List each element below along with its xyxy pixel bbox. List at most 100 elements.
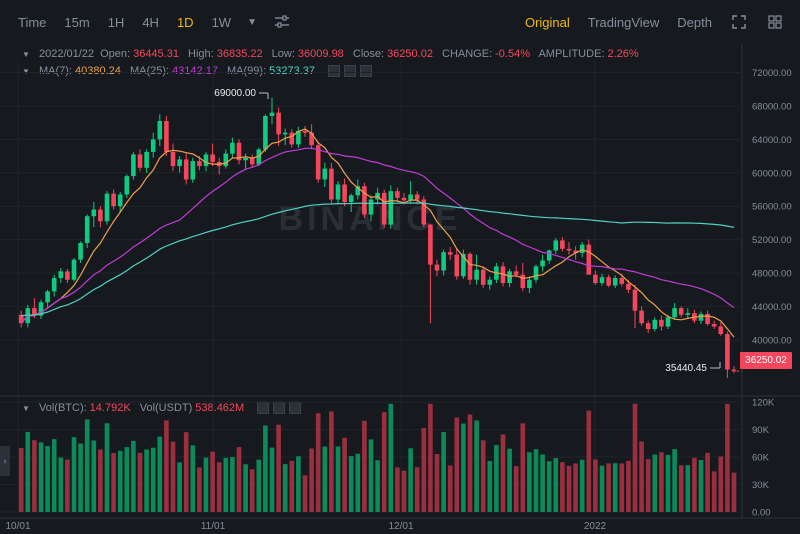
candle-body (421, 199, 427, 225)
candle-body (355, 186, 361, 196)
volume-bar (520, 423, 526, 512)
volume-bar (104, 423, 110, 512)
tab-1d[interactable]: 1D (176, 14, 194, 30)
candle-body (711, 324, 717, 327)
expand-panel-icon[interactable]: › (0, 446, 10, 476)
volume-bar (527, 452, 532, 512)
candle-body (322, 168, 328, 180)
candle-body (269, 112, 275, 116)
volume-bar (540, 454, 545, 512)
grid-layout-icon[interactable] (766, 13, 784, 31)
candle-body (368, 199, 374, 215)
volume-bar (513, 466, 519, 512)
volume-bar (434, 454, 440, 512)
candle-body (342, 184, 347, 203)
candle-body (296, 131, 301, 145)
volume-bar (78, 443, 83, 512)
more-timeframes-dropdown-icon[interactable]: ▼ (247, 16, 257, 28)
low-value: 36009.98 (297, 48, 344, 60)
high-label: High: (188, 48, 214, 60)
volume-bar (454, 417, 460, 512)
volume-bar (612, 463, 618, 512)
candle-body (428, 224, 433, 265)
candle-body (65, 271, 70, 280)
volume-bar (58, 457, 64, 512)
volume-bar (335, 446, 341, 512)
tab-original[interactable]: Original (524, 14, 570, 30)
candle-body (645, 323, 651, 330)
volume-bar (342, 437, 347, 512)
candle-body (78, 242, 83, 260)
tab-1h[interactable]: 1H (107, 14, 125, 30)
hide-indicator-icon[interactable] (328, 65, 341, 78)
ma25-value: 43142.17 (172, 65, 218, 77)
volume-bar (645, 459, 651, 512)
tab-15m[interactable]: 15m (64, 14, 90, 30)
price-tick-label: 56000.00 (752, 202, 792, 213)
volume-bar (606, 463, 611, 512)
candle-body (546, 250, 552, 261)
price-tick-label: 72000.00 (752, 68, 792, 79)
candle-body (190, 161, 196, 180)
tab-depth[interactable]: Depth (677, 14, 712, 30)
hide-indicator-icon[interactable] (257, 402, 270, 415)
volume-bar (586, 410, 592, 512)
candle-body (249, 157, 255, 165)
candle-body (276, 112, 281, 135)
candle-body (434, 264, 440, 271)
close-indicator-icon[interactable] (360, 65, 373, 78)
high-marker-label: 69000.00 (214, 88, 256, 99)
volume-bar (164, 420, 169, 512)
candle-body (18, 314, 24, 324)
price-tick-label: 48000.00 (752, 269, 792, 280)
ma-legend: ▼ MA(7): 40380.24 MA(25): 43142.17 MA(99):… (0, 65, 373, 78)
volume-bar (692, 457, 697, 512)
candle-body (685, 313, 691, 315)
candle-body (256, 149, 262, 165)
volume-bar (236, 447, 242, 512)
tab-4h[interactable]: 4H (142, 14, 159, 30)
indicator-settings-icon[interactable] (273, 13, 291, 31)
date-tick-label: 2022 (584, 521, 607, 532)
candle-body (164, 120, 169, 152)
view-tabs: Original TradingView Depth (525, 0, 784, 44)
grid (0, 60, 740, 513)
volume-bar (494, 445, 499, 512)
fullscreen-icon[interactable] (730, 13, 748, 31)
volume-bar (18, 448, 24, 512)
settings-indicator-icon[interactable] (344, 65, 357, 78)
close-indicator-icon[interactable] (289, 402, 302, 415)
volume-bar (84, 419, 90, 512)
volume-bar (91, 440, 97, 512)
candle-body (329, 168, 334, 200)
volume-bar (177, 462, 182, 512)
volume-bar (230, 457, 235, 512)
candle-body (150, 139, 156, 152)
volume-bar (32, 440, 37, 512)
volume-bar (705, 452, 710, 512)
date-tick-label: 10/01 (5, 521, 30, 532)
axes: 72000.00 68000.00 64000.00 60000.00 56000.00… (0, 44, 800, 532)
volume-bar (38, 442, 44, 512)
candle-body (461, 253, 466, 277)
volume-tick-label: 30K (752, 480, 770, 491)
volume-bar (249, 469, 255, 512)
candle-body (659, 319, 664, 327)
settings-indicator-icon[interactable] (273, 402, 286, 415)
ma99-label: MA(99): (227, 65, 267, 77)
tab-1w[interactable]: 1W (211, 14, 232, 30)
collapse-triangle-icon[interactable]: ▼ (22, 67, 30, 76)
tab-time[interactable]: Time (18, 14, 47, 30)
candles (18, 97, 737, 378)
volume-bar (553, 458, 559, 512)
ma99-value: 53273.37 (269, 65, 316, 77)
collapse-triangle-icon[interactable]: ▼ (22, 404, 30, 413)
candle-body (183, 159, 189, 180)
candle-body (25, 308, 31, 324)
tab-tradingview[interactable]: TradingView (587, 14, 660, 30)
collapse-triangle-icon[interactable]: ▼ (22, 50, 30, 59)
volume-bar (672, 449, 677, 512)
volume-bar (71, 437, 77, 512)
candle-body (560, 240, 565, 249)
annotations: 69000.00 35440.45 (214, 88, 721, 374)
